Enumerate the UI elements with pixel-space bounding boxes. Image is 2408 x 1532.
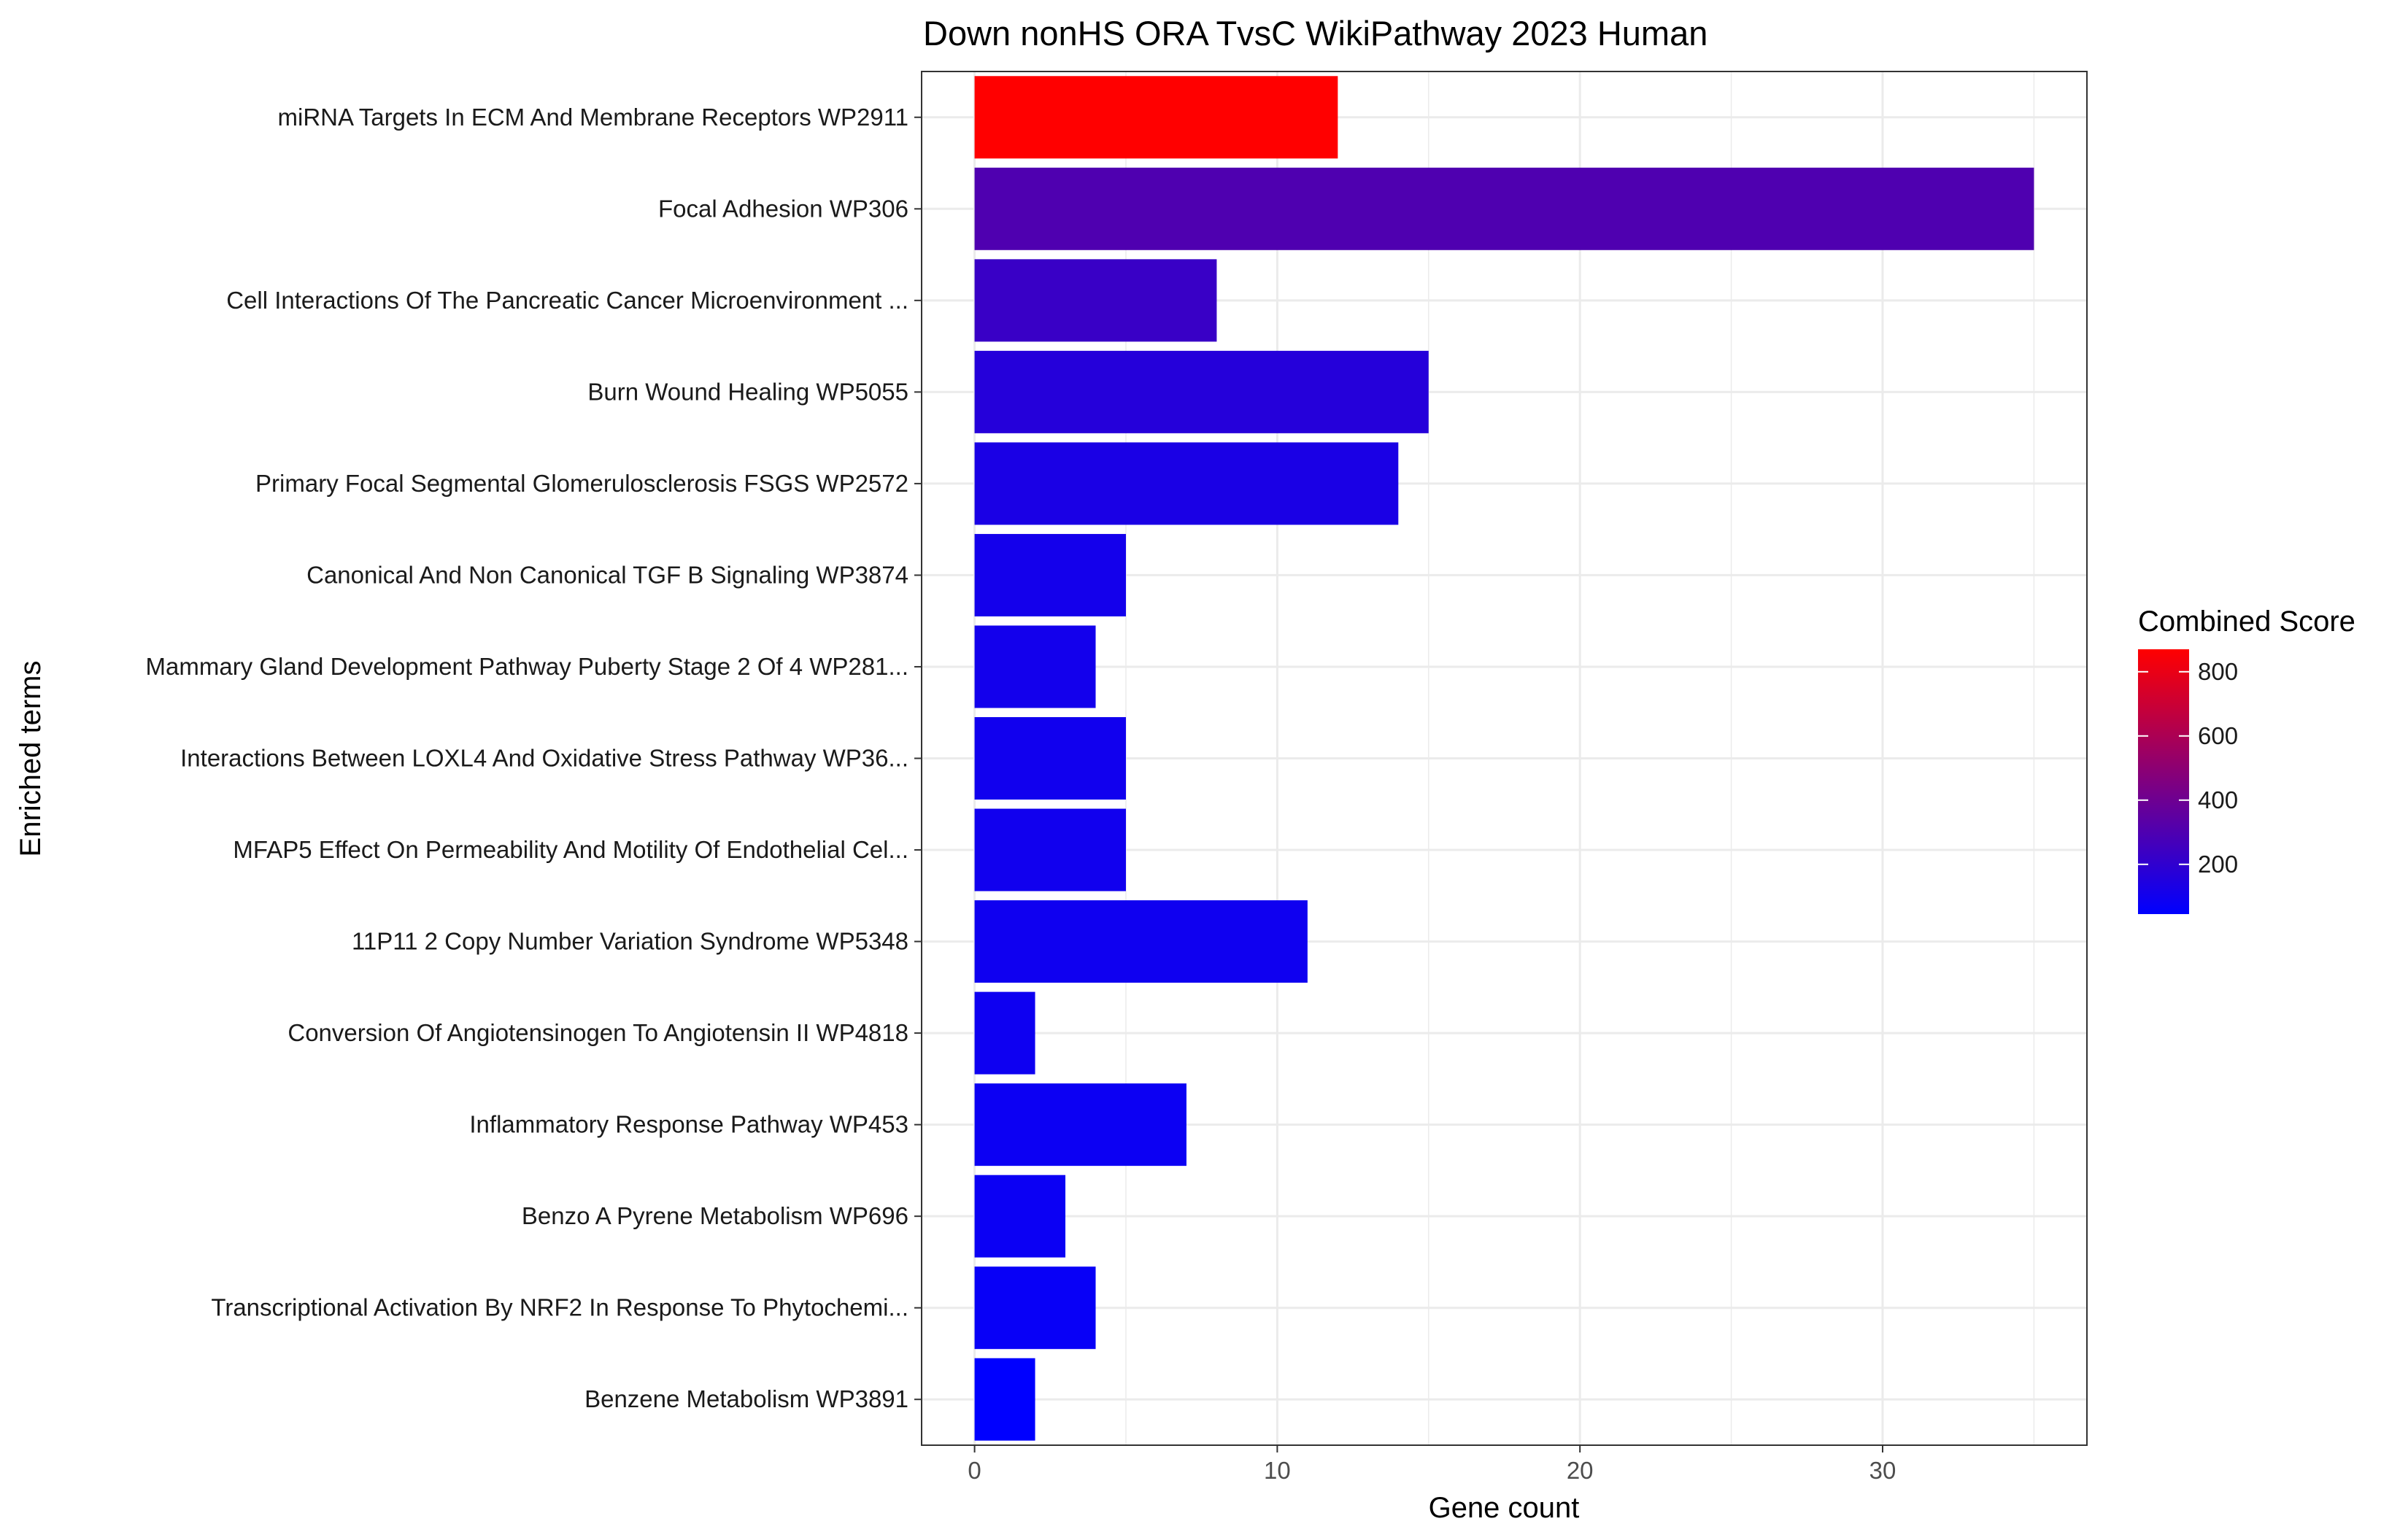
term-label: Canonical And Non Canonical TGF B Signal… [306, 561, 908, 588]
x-labels: 0 10 20 30 [968, 1457, 1896, 1484]
term-label: Cell Interactions Of The Pancreatic Canc… [226, 287, 908, 314]
bar [974, 900, 1308, 983]
x-tick-label: 20 [1567, 1457, 1594, 1484]
term-label: Burn Wound Healing WP5055 [587, 378, 908, 405]
bar [974, 259, 1217, 342]
legend-tick-label: 800 [2198, 658, 2238, 685]
bar [974, 1175, 1066, 1258]
term-label: Interactions Between LOXL4 And Oxidative… [180, 745, 908, 772]
bar [974, 808, 1126, 891]
term-label: 11P11 2 Copy Number Variation Syndrome W… [352, 928, 908, 955]
bar [974, 991, 1035, 1075]
term-label: Transcriptional Activation By NRF2 In Re… [211, 1294, 908, 1321]
bar [974, 1358, 1035, 1441]
term-label: Conversion Of Angiotensinogen To Angiote… [288, 1019, 908, 1046]
bar [974, 442, 1399, 525]
legend-ticks: 200 400 600 800 [2138, 658, 2238, 878]
legend-tick-label: 600 [2198, 722, 2238, 749]
term-label: Inflammatory Response Pathway WP453 [469, 1111, 908, 1138]
term-label: MFAP5 Effect On Permeability And Motilit… [233, 836, 908, 863]
term-label: Benzo A Pyrene Metabolism WP696 [522, 1202, 908, 1229]
term-label: miRNA Targets In ECM And Membrane Recept… [278, 104, 908, 131]
x-axis-title: Gene count [1429, 1492, 1580, 1524]
legend-title: Combined Score [2138, 606, 2355, 638]
bar [974, 1266, 1096, 1350]
y-ticks [914, 116, 922, 1401]
x-tick-label: 30 [1869, 1457, 1896, 1484]
x-tick-label: 10 [1264, 1457, 1291, 1484]
y-labels: miRNA Targets In ECM And Membrane Recept… [146, 104, 908, 1412]
term-label: Benzene Metabolism WP3891 [584, 1385, 908, 1412]
legend-tick-label: 400 [2198, 786, 2238, 813]
bar [974, 167, 2034, 250]
bar [974, 533, 1126, 616]
y-axis-title: Enriched terms [15, 661, 47, 857]
term-label: Focal Adhesion WP306 [658, 195, 908, 222]
bar [974, 625, 1096, 708]
x-tick-label: 0 [968, 1457, 981, 1484]
chart-title: Down nonHS ORA TvsC WikiPathway 2023 Hum… [923, 14, 1707, 53]
legend-tick-label: 200 [2198, 851, 2238, 878]
bar [974, 76, 1338, 159]
term-label: Primary Focal Segmental Glomeruloscleros… [255, 470, 908, 497]
x-ticks [973, 1445, 1884, 1452]
term-label: Mammary Gland Development Pathway Pubert… [146, 653, 908, 680]
legend-colorbar [2138, 649, 2189, 914]
bar [974, 1083, 1186, 1167]
bar [974, 350, 1429, 433]
bar [974, 717, 1126, 800]
bars [974, 76, 2034, 1441]
